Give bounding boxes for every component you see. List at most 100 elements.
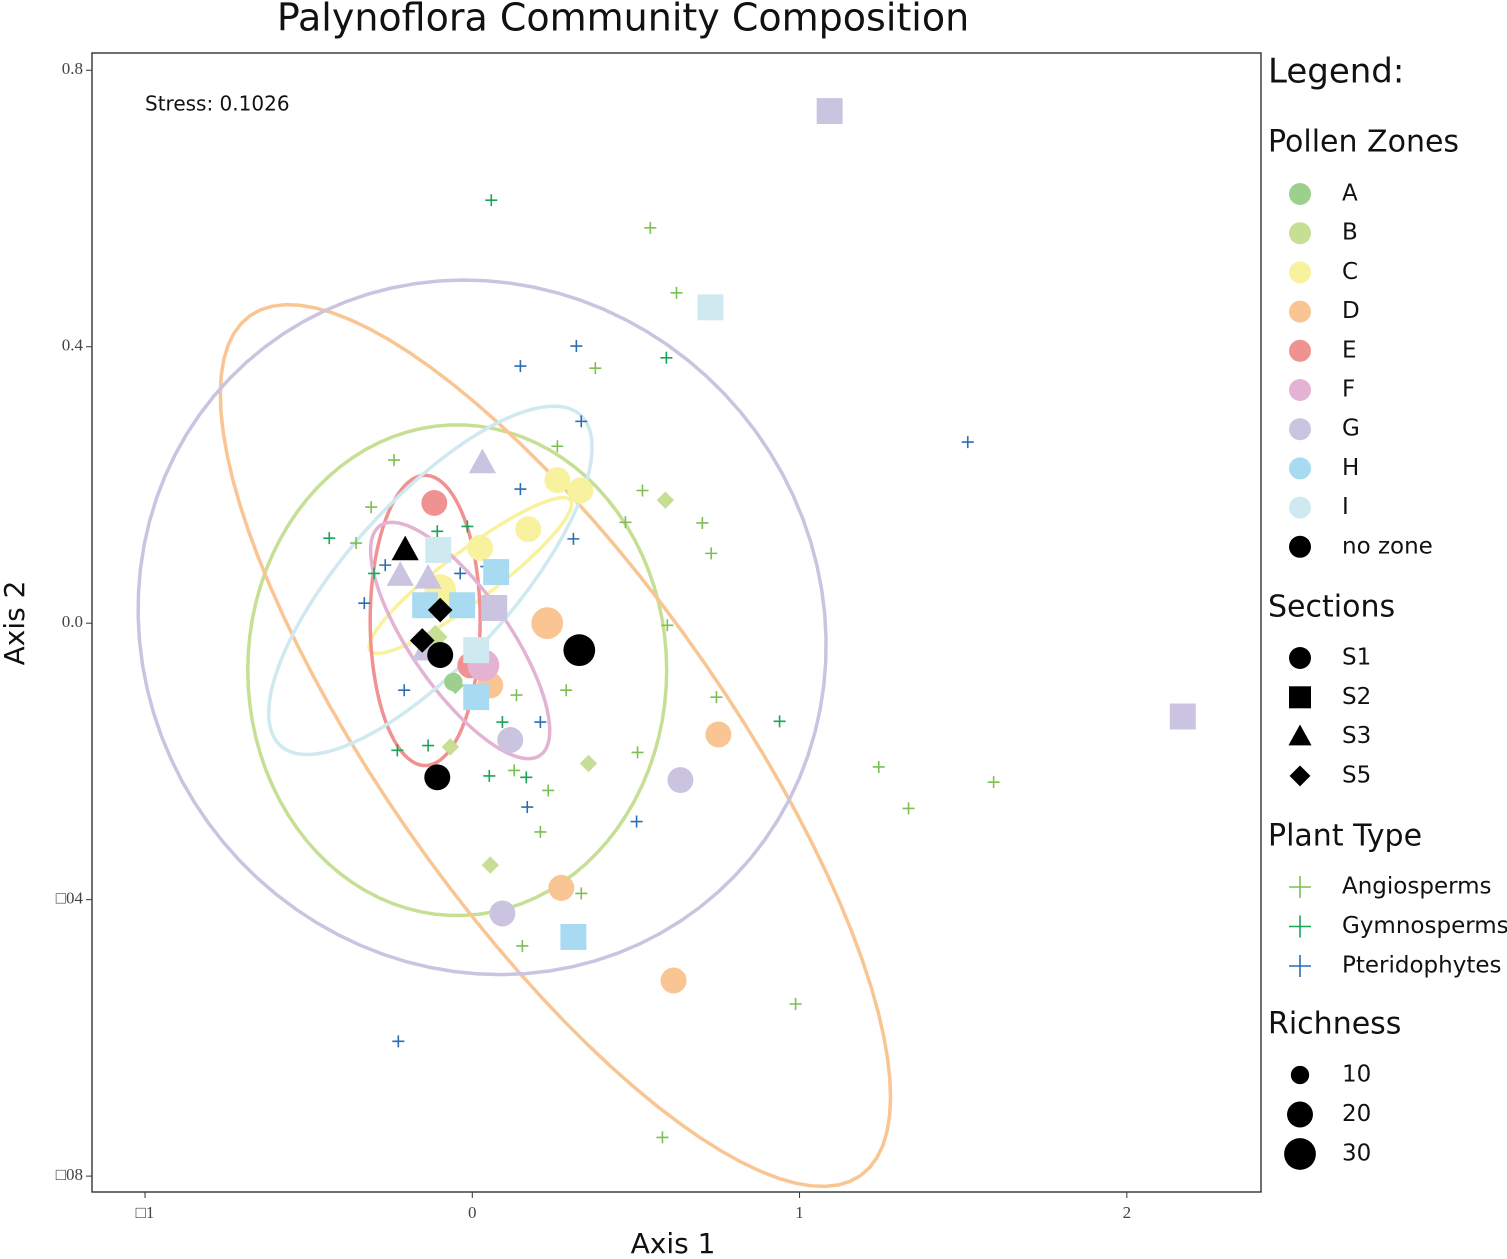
x-axis-label: Axis 1 [631, 1227, 716, 1259]
species-point [520, 771, 533, 784]
legend-swatch [1289, 300, 1311, 323]
sample-point [425, 536, 452, 563]
legend-label: D [1342, 298, 1360, 324]
legend-label: S5 [1342, 762, 1371, 788]
legend-label: 30 [1342, 1141, 1371, 1167]
species-point [551, 440, 564, 453]
legend-label: F [1342, 377, 1355, 403]
species-point [542, 784, 555, 797]
species-point [516, 939, 529, 952]
ellipse [136, 278, 828, 977]
species-point [323, 532, 336, 545]
species-point [872, 760, 885, 773]
sample-point [563, 634, 596, 667]
x-tick-label: 1 [795, 1203, 804, 1222]
species-point [365, 501, 378, 514]
y-tick-label: 0.0 [62, 612, 83, 631]
legend-label: C [1342, 259, 1358, 285]
legend-swatch [1289, 955, 1311, 977]
sample-point [816, 98, 843, 125]
legend-heading: Plant Type [1268, 819, 1422, 854]
sample-point [544, 467, 571, 494]
species-point [483, 769, 496, 782]
legend-swatch [1289, 686, 1311, 709]
legend-label: 20 [1342, 1101, 1371, 1127]
x-tick-label: 0 [468, 1203, 477, 1222]
legend-swatch [1289, 418, 1311, 441]
sample-point [1169, 703, 1196, 730]
ellipse [267, 404, 594, 757]
sample-point [409, 628, 435, 653]
chart-title: Palynoflora Community Composition [277, 0, 969, 40]
sample-point [427, 597, 453, 623]
plot-frame [91, 52, 1262, 1193]
legend-label: H [1342, 455, 1359, 481]
species-point [514, 360, 527, 373]
legend-swatch [1289, 915, 1311, 938]
sample-point [446, 676, 464, 695]
species-point [422, 739, 435, 752]
species-point [508, 764, 521, 777]
species-point [575, 887, 588, 900]
sample-point [424, 764, 451, 791]
legend-size [1287, 1101, 1313, 1128]
legend-heading: Pollen Zones [1268, 125, 1459, 160]
sample-point [386, 561, 414, 586]
legend-swatch [1289, 222, 1311, 245]
y-tick-label: 0.8 [62, 59, 83, 78]
species-point [661, 619, 674, 632]
species-point [570, 340, 583, 353]
legend-label: I [1342, 494, 1349, 520]
sample-point [481, 856, 499, 874]
species-point [388, 454, 401, 467]
sample-point [421, 489, 448, 516]
sample-point [567, 477, 594, 504]
y-tick-label: 0.4 [62, 336, 84, 355]
species-point [514, 483, 527, 496]
species-point [534, 825, 547, 838]
sample-point [483, 559, 510, 586]
ellipse [368, 520, 552, 761]
species-point [431, 525, 444, 538]
species-point [398, 684, 411, 697]
species-point [510, 689, 523, 702]
species-point [461, 520, 474, 533]
legend-label: G [1342, 416, 1360, 442]
species-point [496, 716, 509, 729]
sample-point [427, 642, 454, 668]
species-point [773, 715, 786, 728]
species-point [789, 998, 802, 1011]
sample-point [515, 516, 542, 543]
legend-label: Pteridophytes [1342, 953, 1502, 979]
sample-point [467, 534, 494, 561]
species-point [660, 351, 673, 364]
species-point [575, 415, 588, 428]
legend-label: 10 [1342, 1062, 1371, 1088]
sample-point [705, 721, 732, 748]
legend-swatch [1289, 339, 1311, 362]
species-point [589, 362, 602, 375]
species-point [560, 684, 573, 697]
sample-point [468, 448, 497, 474]
species-point [644, 221, 657, 234]
sample-point [560, 923, 587, 950]
legend-heading: Richness [1268, 1007, 1401, 1042]
y-tick-label: □04 [56, 889, 84, 908]
sample-point [391, 535, 419, 561]
legend-swatch [1289, 765, 1311, 787]
species-point [485, 194, 498, 207]
sample-point [548, 874, 575, 901]
sample-point [441, 738, 460, 756]
legend-swatch [1289, 457, 1311, 480]
legend-size [1284, 1138, 1316, 1170]
sample-point [463, 637, 490, 664]
sample-point [660, 967, 687, 994]
legend-swatch [1289, 183, 1311, 205]
sample-point [579, 754, 598, 773]
species-point [636, 484, 649, 497]
species-point [534, 716, 547, 729]
sample-point [414, 564, 442, 589]
legend-label: S1 [1342, 645, 1371, 671]
species-point [656, 1131, 669, 1144]
sample-point [656, 491, 675, 509]
